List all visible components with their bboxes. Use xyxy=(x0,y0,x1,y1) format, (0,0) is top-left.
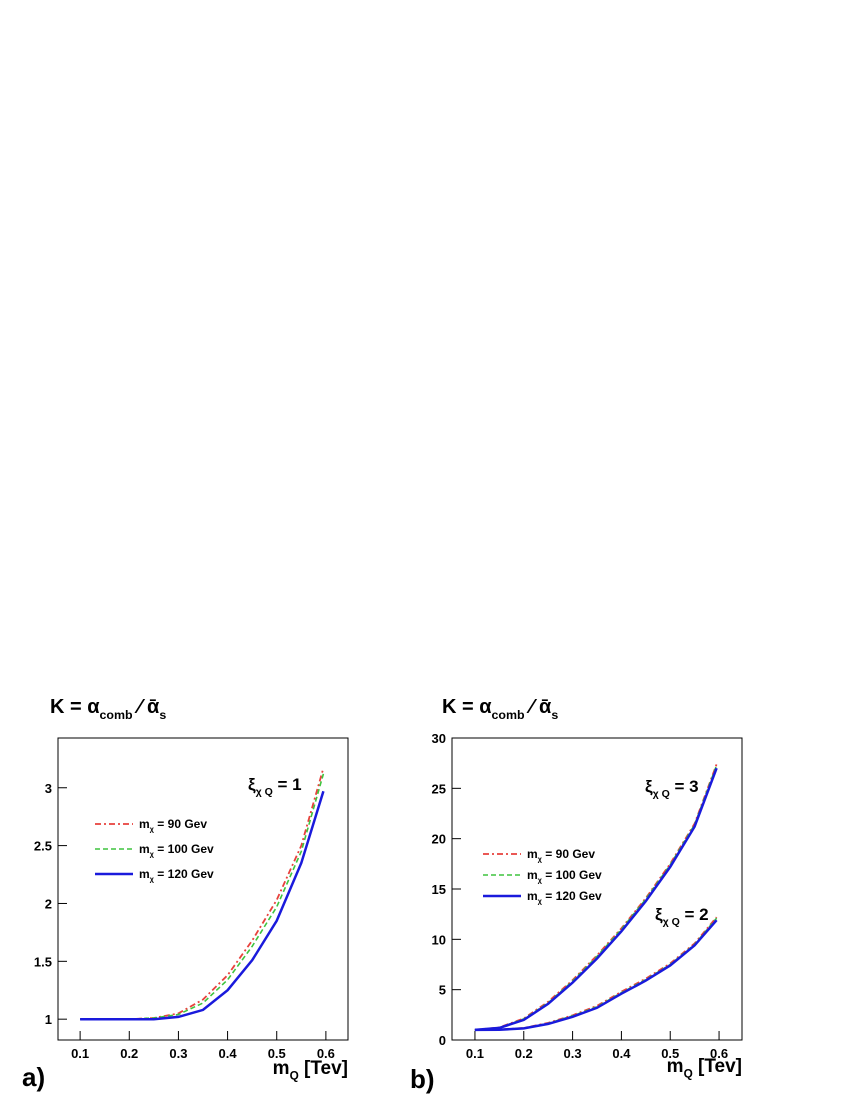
legend-label-part: = 90 Gev xyxy=(542,847,595,861)
legend-label-part: m xyxy=(139,867,150,881)
x-tick-label: 0.6 xyxy=(317,1046,335,1061)
series-line xyxy=(474,919,718,1032)
chart-title: K = αcomb ⁄ ᾱs xyxy=(442,696,558,722)
y-tick-label: 1 xyxy=(45,1012,52,1027)
y-tick-label: 2 xyxy=(45,896,52,911)
x-axis-label-part: Q xyxy=(290,1070,299,1083)
chart-title-part: s xyxy=(159,708,166,722)
legend-label-part: χ xyxy=(538,855,543,864)
legend-label-part: m xyxy=(139,817,150,831)
legend-label-part: m xyxy=(527,889,538,903)
chart-title-part: comb xyxy=(492,708,525,722)
legend-label: mχ = 100 Gev xyxy=(527,868,602,885)
y-tick-label: 1.5 xyxy=(34,954,52,969)
legend-label-part: χ xyxy=(150,825,155,834)
x-axis-label-part: [Tev] xyxy=(693,1056,742,1077)
x-axis-label: mQ [Tev] xyxy=(273,1058,348,1083)
x-tick-label: 0.5 xyxy=(661,1046,679,1061)
legend-label-part: m xyxy=(527,847,538,861)
x-tick-label: 0.3 xyxy=(564,1046,582,1061)
y-tick-label: 20 xyxy=(432,832,446,847)
y-tick-label: 15 xyxy=(432,882,446,897)
x-axis-label-part: Q xyxy=(684,1068,693,1081)
legend-label-part: χ xyxy=(150,850,155,859)
legend-label-part: χ xyxy=(150,875,155,884)
y-tick-label: 30 xyxy=(432,731,446,746)
legend-label: mχ = 120 Gev xyxy=(527,889,602,906)
series-line xyxy=(474,916,718,1031)
series-line xyxy=(474,917,718,1031)
x-tick-label: 0.3 xyxy=(169,1046,187,1061)
legend-label: mχ = 100 Gev xyxy=(139,842,214,859)
chart-title-part: ⁄ ᾱ xyxy=(525,696,552,718)
x-tick-label: 0.4 xyxy=(612,1046,631,1061)
x-axis-label-part: [Tev] xyxy=(299,1058,348,1079)
legend-label-part: = 90 Gev xyxy=(154,817,207,831)
legend-label: mχ = 90 Gev xyxy=(527,847,595,864)
chart-title: K = αcomb ⁄ ᾱs xyxy=(50,696,166,722)
annotation-part: χ Q xyxy=(653,788,670,800)
x-tick-label: 0.2 xyxy=(120,1046,138,1061)
legend-label: mχ = 90 Gev xyxy=(139,817,207,834)
legend-label-part: χ xyxy=(538,897,543,906)
legend-label-part: m xyxy=(139,842,150,856)
annotation-part: χ Q xyxy=(663,916,680,928)
series-line xyxy=(80,767,325,1021)
annotation: ξχ Q = 2 xyxy=(655,905,709,928)
x-axis-label: mQ [Tev] xyxy=(667,1056,742,1081)
x-tick-label: 0.1 xyxy=(71,1046,89,1061)
legend-label: mχ = 120 Gev xyxy=(139,867,214,884)
legend-label-part: χ xyxy=(538,876,543,885)
chart-title-part: comb xyxy=(100,708,133,722)
x-axis-label-part: m xyxy=(273,1058,290,1079)
y-tick-label: 0 xyxy=(439,1033,446,1048)
legend-label-part: = 100 Gev xyxy=(542,868,602,882)
x-tick-label: 0.4 xyxy=(219,1046,238,1061)
legend-label-part: = 120 Gev xyxy=(542,889,602,903)
series-line xyxy=(80,790,325,1021)
y-tick-label: 25 xyxy=(432,781,446,796)
annotation-part: ξ xyxy=(645,777,653,796)
chart-title-part: ⁄ ᾱ xyxy=(133,696,160,718)
annotation-part: = 1 xyxy=(273,775,302,794)
series-line xyxy=(474,767,718,1032)
chart-title-part: K = α xyxy=(442,696,492,718)
annotation: ξχ Q = 1 xyxy=(248,775,302,798)
legend-label-part: m xyxy=(527,868,538,882)
x-tick-label: 0.2 xyxy=(515,1046,533,1061)
plot-frame xyxy=(57,737,349,1041)
legend-label-part: = 120 Gev xyxy=(154,867,214,881)
x-axis-label-part: m xyxy=(667,1056,684,1077)
annotation-part: = 2 xyxy=(680,905,709,924)
y-tick-label: 5 xyxy=(439,983,446,998)
legend-label-part: = 100 Gev xyxy=(154,842,214,856)
annotation-part: ξ xyxy=(655,905,663,924)
y-tick-label: 3 xyxy=(45,781,52,796)
annotation-part: ξ xyxy=(248,775,256,794)
x-tick-label: 0.1 xyxy=(466,1046,484,1061)
panel-label: b) xyxy=(410,1064,435,1094)
annotation-part: = 3 xyxy=(670,777,699,796)
chart-title-part: K = α xyxy=(50,696,100,718)
y-tick-label: 10 xyxy=(432,932,446,947)
annotation-part: χ Q xyxy=(256,786,273,798)
annotation: ξχ Q = 3 xyxy=(645,777,699,800)
panel-label: a) xyxy=(22,1062,45,1092)
y-tick-label: 2.5 xyxy=(34,839,52,854)
chart-title-part: s xyxy=(551,708,558,722)
x-tick-label: 0.6 xyxy=(710,1046,728,1061)
x-tick-label: 0.5 xyxy=(268,1046,286,1061)
